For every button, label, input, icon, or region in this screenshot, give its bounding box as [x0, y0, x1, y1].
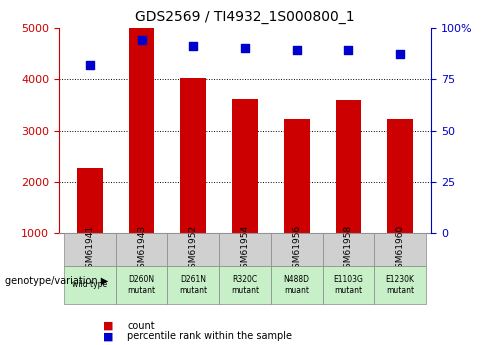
FancyBboxPatch shape	[116, 266, 168, 304]
Point	[293, 48, 301, 53]
FancyBboxPatch shape	[322, 266, 374, 304]
Text: GSM61958: GSM61958	[344, 225, 353, 274]
Text: ■: ■	[102, 332, 113, 341]
Text: R320C
mutant: R320C mutant	[231, 275, 259, 295]
Bar	[180, 78, 206, 234]
Text: N488D
muant: N488D muant	[284, 275, 310, 295]
Point	[344, 48, 352, 53]
Title: GDS2569 / TI4932_1S000800_1: GDS2569 / TI4932_1S000800_1	[135, 10, 355, 24]
Point	[241, 46, 249, 51]
Point	[138, 37, 146, 43]
FancyBboxPatch shape	[64, 234, 116, 266]
Text: GSM61952: GSM61952	[189, 225, 198, 274]
FancyBboxPatch shape	[271, 266, 322, 304]
Text: ■: ■	[102, 321, 113, 331]
Bar	[336, 100, 361, 234]
Text: E1230K
mutant: E1230K mutant	[386, 275, 415, 295]
Point	[189, 43, 197, 49]
FancyBboxPatch shape	[374, 266, 426, 304]
Text: GSM61960: GSM61960	[395, 225, 405, 274]
FancyBboxPatch shape	[271, 234, 322, 266]
Text: GSM61954: GSM61954	[241, 225, 249, 274]
FancyBboxPatch shape	[64, 266, 116, 304]
Text: GSM61956: GSM61956	[292, 225, 301, 274]
Text: wild type: wild type	[72, 280, 107, 289]
Text: count: count	[127, 321, 155, 331]
Text: GSM61941: GSM61941	[85, 225, 95, 274]
Point	[396, 52, 404, 57]
FancyBboxPatch shape	[168, 266, 219, 304]
Text: D260N
mutant: D260N mutant	[127, 275, 156, 295]
Text: GSM61943: GSM61943	[137, 225, 146, 274]
FancyBboxPatch shape	[168, 234, 219, 266]
FancyBboxPatch shape	[219, 234, 271, 266]
Bar	[128, 6, 154, 234]
Bar	[232, 99, 258, 234]
Text: genotype/variation ▶: genotype/variation ▶	[5, 276, 108, 286]
Bar	[284, 119, 310, 234]
Bar	[77, 168, 103, 234]
Bar	[387, 119, 413, 234]
FancyBboxPatch shape	[374, 234, 426, 266]
Point	[86, 62, 94, 67]
Text: D261N
mutant: D261N mutant	[179, 275, 207, 295]
Text: percentile rank within the sample: percentile rank within the sample	[127, 332, 293, 341]
FancyBboxPatch shape	[219, 266, 271, 304]
FancyBboxPatch shape	[322, 234, 374, 266]
Text: E1103G
mutant: E1103G mutant	[334, 275, 364, 295]
FancyBboxPatch shape	[116, 234, 168, 266]
